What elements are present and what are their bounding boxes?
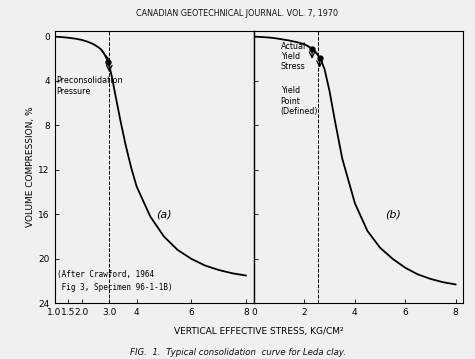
Text: (a): (a): [156, 209, 172, 219]
Y-axis label: VOLUME COMPRESSION, %: VOLUME COMPRESSION, %: [27, 107, 36, 227]
Text: (After Crawford, 1964: (After Crawford, 1964: [57, 270, 154, 279]
Text: Fig 3, Specimen 96-1-1B): Fig 3, Specimen 96-1-1B): [57, 283, 172, 292]
Text: (b): (b): [385, 209, 400, 219]
Text: CANADIAN GEOTECHNICAL JOURNAL. VOL. 7, 1970: CANADIAN GEOTECHNICAL JOURNAL. VOL. 7, 1…: [136, 9, 339, 18]
Text: FIG.  1.  Typical consolidation  curve for Leda clay.: FIG. 1. Typical consolidation curve for …: [130, 348, 345, 357]
Text: Yield
Point
(Defined): Yield Point (Defined): [281, 86, 318, 116]
Text: Preconsolidation
Pressure: Preconsolidation Pressure: [56, 76, 123, 95]
Text: Actual
Yield
Stress: Actual Yield Stress: [281, 42, 306, 71]
Text: VERTICAL EFFECTIVE STRESS, KG/CM²: VERTICAL EFFECTIVE STRESS, KG/CM²: [174, 327, 344, 336]
